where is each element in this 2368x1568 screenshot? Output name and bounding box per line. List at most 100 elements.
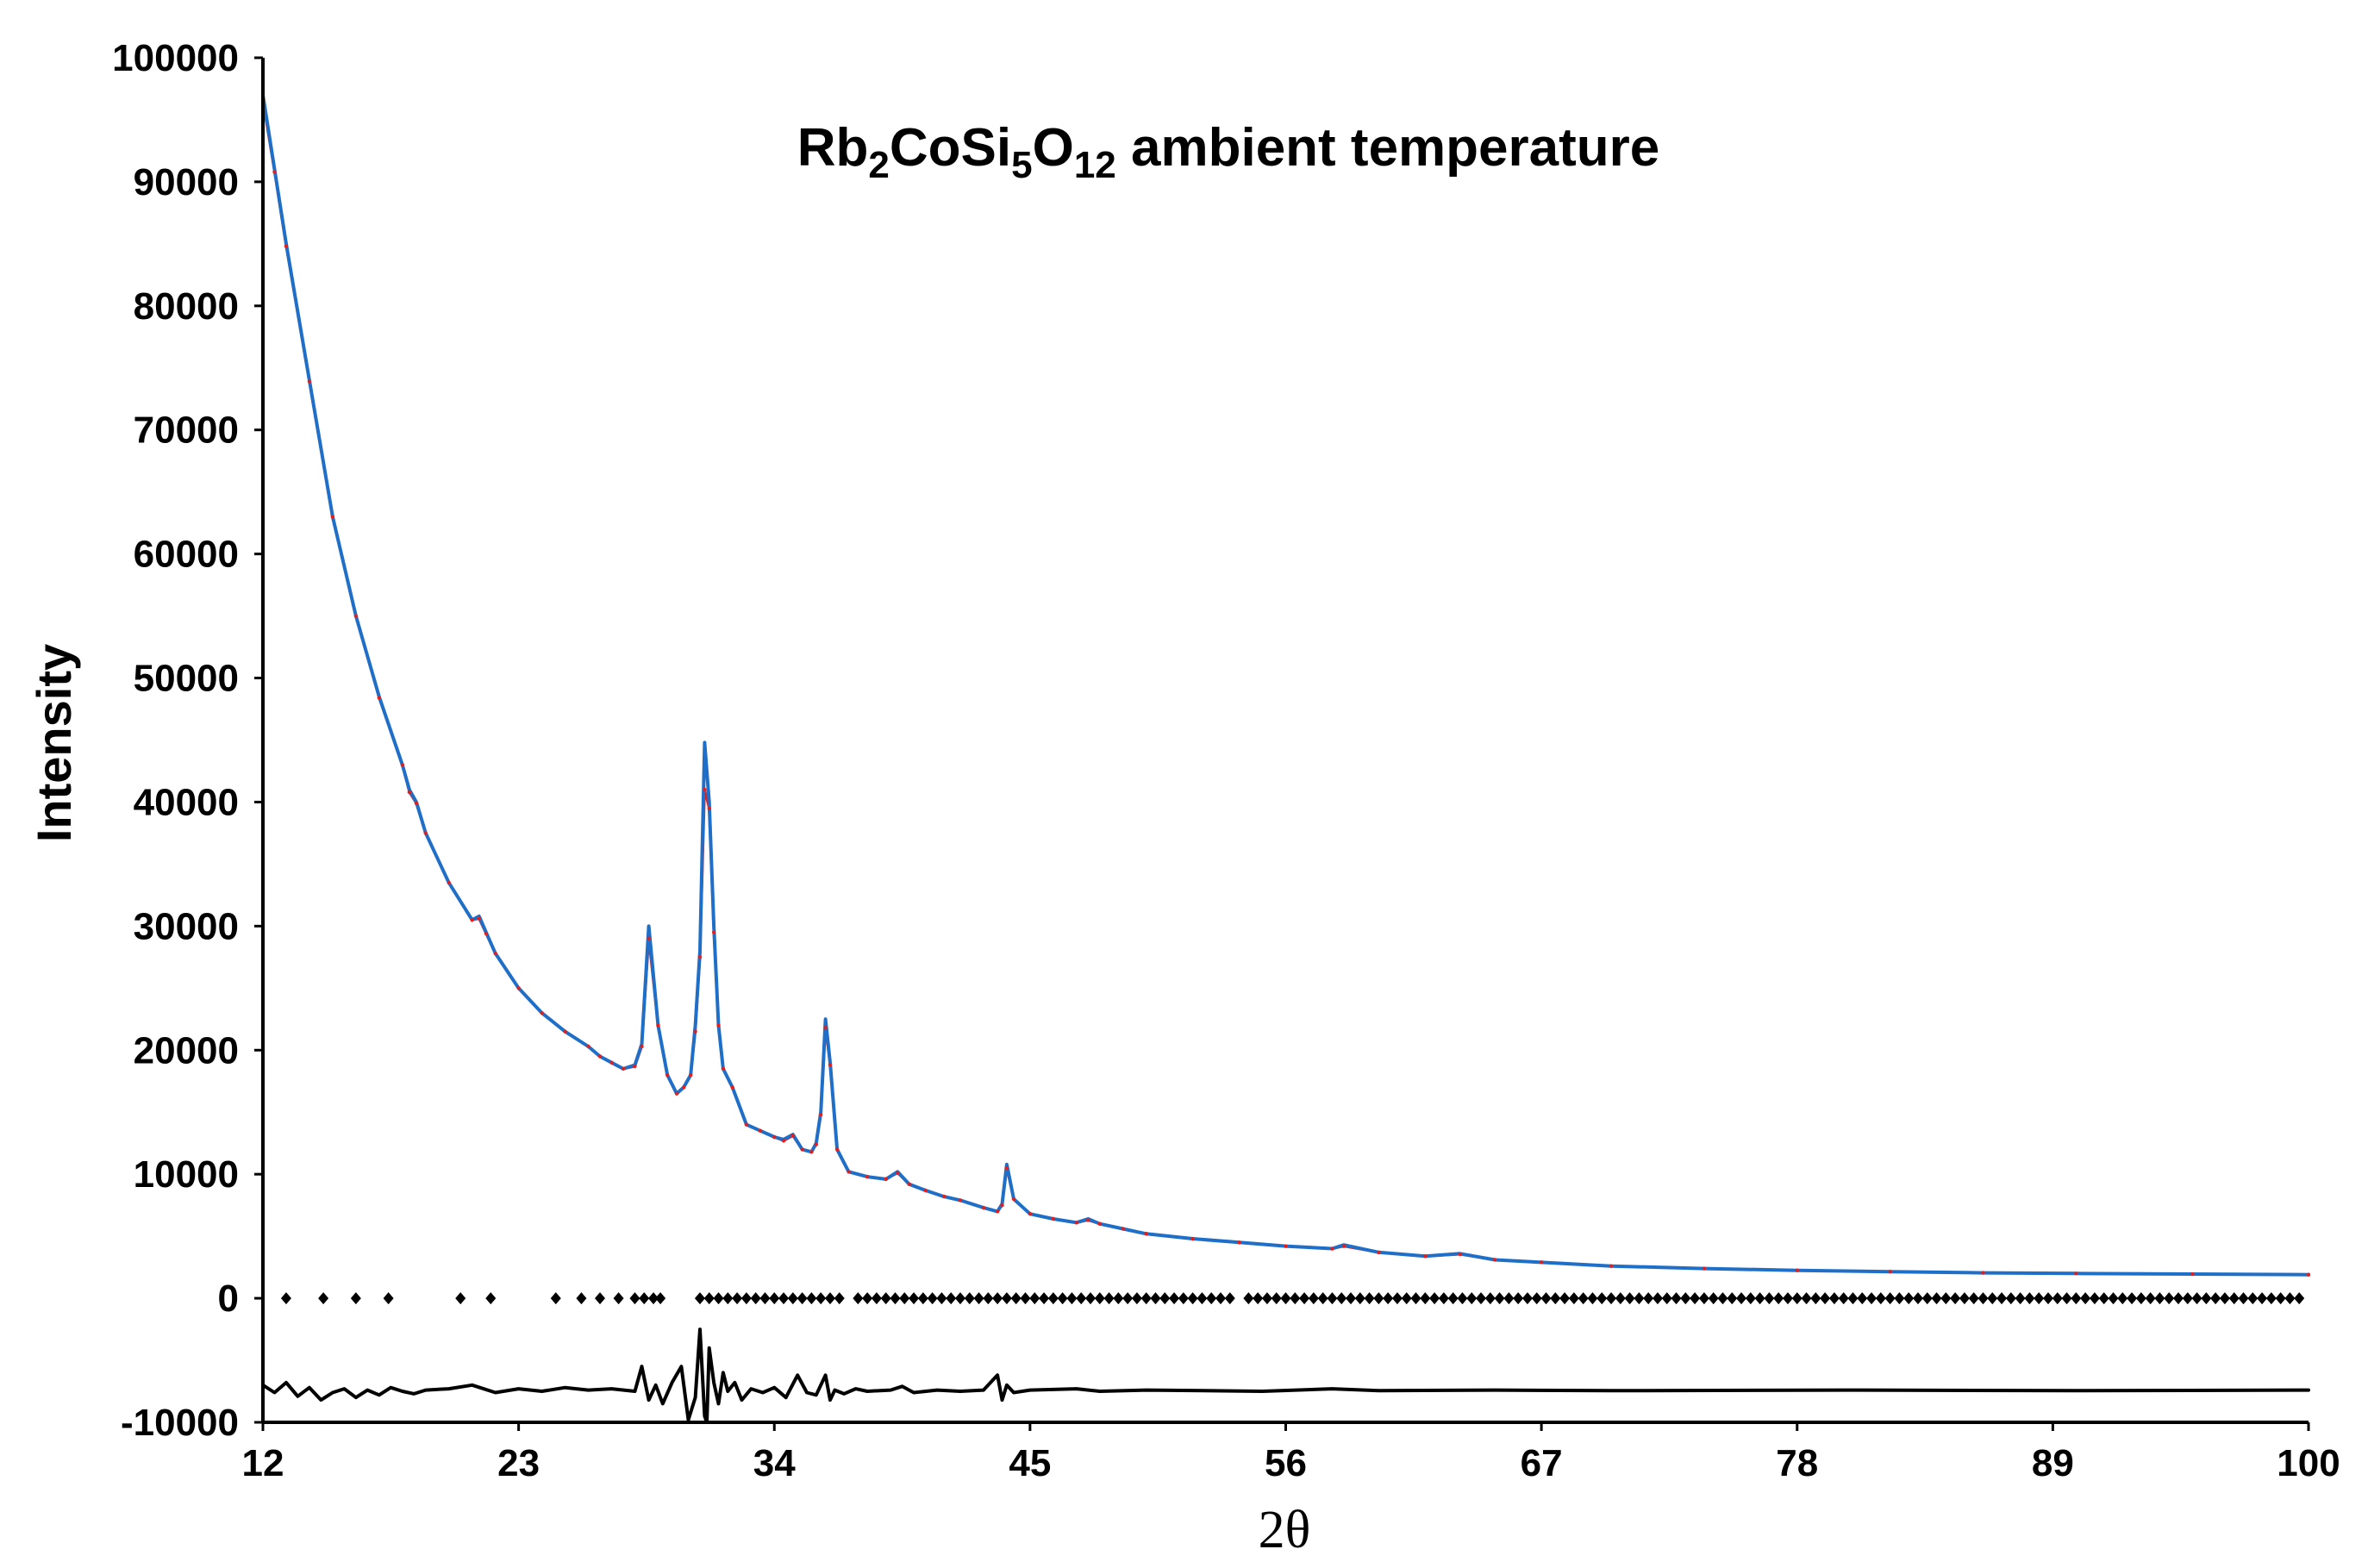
- reflection-marker: [713, 1292, 724, 1305]
- reflection-marker: [1568, 1292, 1579, 1305]
- reflection-marker: [2042, 1292, 2053, 1305]
- reflection-marker: [1215, 1292, 1226, 1305]
- reflection-marker: [1745, 1292, 1756, 1305]
- reflection-marker: [1540, 1292, 1552, 1305]
- reflection-marker: [1717, 1292, 1728, 1305]
- calculated-point: [1051, 1216, 1056, 1221]
- calculated-point: [1492, 1258, 1497, 1262]
- reflection-marker: [1903, 1292, 1915, 1305]
- calculated-point: [353, 614, 359, 618]
- calculated-point: [1888, 1269, 1892, 1274]
- reflection-marker: [455, 1292, 466, 1305]
- reflection-marker: [1596, 1292, 1608, 1305]
- reflection-marker: [880, 1292, 891, 1305]
- reflection-marker: [1578, 1292, 1589, 1305]
- calculated-point: [730, 1085, 734, 1090]
- y-tick-label: 30000: [134, 905, 239, 947]
- calculated-point: [1330, 1246, 1334, 1251]
- reflection-marker: [1140, 1292, 1152, 1305]
- reflection-marker: [909, 1292, 920, 1305]
- calculated-point: [828, 1063, 833, 1067]
- calculated-point: [744, 1122, 749, 1127]
- reflection-marker: [2275, 1292, 2286, 1305]
- calculated-point: [1284, 1244, 1288, 1248]
- reflection-marker: [899, 1292, 910, 1305]
- calculated-point: [693, 1029, 697, 1034]
- reflection-marker: [1736, 1292, 1747, 1305]
- calculated-point: [2306, 1272, 2311, 1277]
- reflection-marker: [1484, 1292, 1496, 1305]
- calculated-point: [884, 1177, 888, 1182]
- y-tick-label: 60000: [134, 534, 239, 576]
- calculated-point: [633, 1064, 637, 1069]
- calculated-point: [711, 930, 716, 934]
- reflection-marker: [1828, 1292, 1840, 1305]
- reflection-marker: [2172, 1292, 2184, 1305]
- chart-title-part: ambient temperature: [1116, 118, 1660, 178]
- reflection-marker: [1559, 1292, 1571, 1305]
- calculated-point: [781, 1139, 786, 1143]
- reflection-marker: [694, 1292, 705, 1305]
- calculated-point: [1795, 1268, 1799, 1272]
- reflection-marker: [1959, 1292, 1970, 1305]
- x-tick-label: 89: [2032, 1442, 2074, 1484]
- reflection-marker: [1503, 1292, 1515, 1305]
- reflection-marker: [1253, 1292, 1264, 1305]
- reflection-marker: [1206, 1292, 1217, 1305]
- reflection-marker: [1410, 1292, 1421, 1305]
- reflection-marker: [2034, 1292, 2045, 1305]
- reflection-marker: [973, 1292, 984, 1305]
- reflection-marker: [2191, 1292, 2202, 1305]
- x-tick-label: 12: [242, 1442, 284, 1484]
- calculated-point: [923, 1188, 928, 1193]
- reflection-marker: [1680, 1292, 1691, 1305]
- reflection-marker: [1764, 1292, 1775, 1305]
- reflection-marker: [1420, 1292, 1431, 1305]
- reflection-marker: [946, 1292, 957, 1305]
- y-axis-ticks: -10000 0 10000 20000 30000 40000 50000 60000 700…: [112, 37, 263, 1444]
- calculated-point: [1423, 1253, 1428, 1259]
- calculated-point: [707, 806, 711, 810]
- calculated-point: [1609, 1264, 1614, 1268]
- reflection-marker: [1354, 1292, 1365, 1305]
- reflection-marker: [2108, 1292, 2119, 1305]
- calculated-point: [414, 801, 419, 806]
- x-tick-label: 100: [2277, 1442, 2340, 1484]
- calculated-point: [721, 1066, 726, 1071]
- reflection-marker: [1791, 1292, 1803, 1305]
- calculated-point: [1004, 1165, 1009, 1171]
- reflection-marker: [1940, 1292, 1952, 1305]
- reflection-marker: [648, 1292, 659, 1305]
- reflection-marker: [1001, 1292, 1012, 1305]
- calculated-point: [1097, 1221, 1102, 1226]
- reflection-marker: [1066, 1292, 1078, 1305]
- reflection-marker: [1131, 1292, 1142, 1305]
- reflection-marker: [383, 1292, 394, 1305]
- chart-title-part: 12: [1074, 144, 1116, 186]
- calculated-point: [688, 1072, 693, 1078]
- reflection-marker: [2024, 1292, 2035, 1305]
- reflection-marker: [1243, 1292, 1254, 1305]
- reflection-marker: [2294, 1292, 2305, 1305]
- calculated-point: [621, 1066, 626, 1071]
- reflection-marker: [2089, 1292, 2100, 1305]
- reflection-marker: [639, 1292, 650, 1305]
- reflection-marker: [1447, 1292, 1459, 1305]
- reflection-marker: [1076, 1292, 1087, 1305]
- y-tick-label: 100000: [112, 37, 239, 79]
- x-tick-label: 45: [1009, 1442, 1051, 1484]
- calculated-point: [400, 763, 404, 767]
- reflection-marker: [732, 1292, 743, 1305]
- reflection-marker: [1196, 1292, 1208, 1305]
- reflection-marker: [595, 1292, 606, 1305]
- reflection-marker: [1224, 1292, 1235, 1305]
- reflection-marker: [1977, 1292, 1989, 1305]
- calculated-point: [563, 1029, 567, 1034]
- calculated-point: [423, 831, 428, 835]
- reflection-marker: [917, 1292, 928, 1305]
- x-axis-title: 2θ: [1259, 1501, 1311, 1559]
- reflection-marker: [2154, 1292, 2165, 1305]
- reflection-marker: [853, 1292, 864, 1305]
- calculated-point: [772, 1134, 777, 1140]
- reflection-marker: [797, 1292, 808, 1305]
